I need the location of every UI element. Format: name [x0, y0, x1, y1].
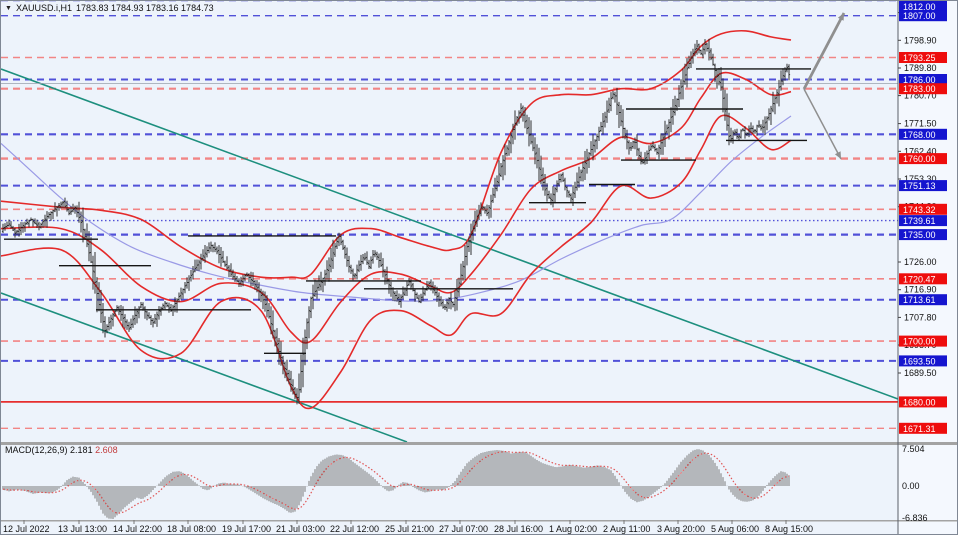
macd-signal-value: 2.608 [95, 445, 118, 455]
svg-text:1786.00: 1786.00 [903, 75, 936, 85]
svg-text:1735.00: 1735.00 [903, 230, 936, 240]
time-axis-separator [1, 520, 957, 522]
svg-text:1680.00: 1680.00 [903, 397, 936, 407]
svg-text:28 Jul 16:00: 28 Jul 16:00 [494, 524, 543, 534]
svg-text:25 Jul 21:00: 25 Jul 21:00 [385, 524, 434, 534]
projection-arrow-down-projection[interactable] [803, 88, 842, 160]
svg-text:1751.13: 1751.13 [903, 181, 936, 191]
macd-name: MACD(12,26,9) [5, 445, 68, 455]
svg-text:13 Jul 13:00: 13 Jul 13:00 [58, 524, 107, 534]
svg-text:22 Jul 12:00: 22 Jul 12:00 [330, 524, 379, 534]
svg-text:1768.00: 1768.00 [903, 130, 936, 140]
macd-scale-bottom: -6.836 [902, 513, 928, 523]
projection-arrow-up-projection[interactable] [802, 12, 846, 90]
macd-scale-top: 7.504 [902, 444, 925, 454]
svg-text:21 Jul 03:00: 21 Jul 03:00 [276, 524, 325, 534]
svg-text:1720.47: 1720.47 [903, 274, 936, 284]
svg-text:19 Jul 17:00: 19 Jul 17:00 [222, 524, 271, 534]
ohlc-values-label: 1783.83 1784.93 1783.16 1784.73 [75, 3, 214, 13]
svg-text:8 Aug 15:00: 8 Aug 15:00 [765, 524, 813, 534]
time-axis[interactable]: 12 Jul 2022 13 Jul 13:00 14 Jul 22:00 18 Ju… [3, 520, 813, 534]
macd-signal-line [2, 450, 790, 514]
svg-text:1700.00: 1700.00 [903, 337, 936, 347]
chart-title-bar: ▼ XAUUSD.i,H1 1783.83 1784.93 1783.16 17… [5, 3, 214, 13]
svg-text:1 Aug 02:00: 1 Aug 02:00 [549, 524, 597, 534]
svg-text:1739.61: 1739.61 [903, 216, 936, 226]
svg-text:3 Aug 20:00: 3 Aug 20:00 [657, 524, 705, 534]
symbol-period-label: XAUUSD.i,H1 [15, 3, 72, 13]
svg-text:12 Jul 2022: 12 Jul 2022 [3, 524, 50, 534]
svg-text:1760.00: 1760.00 [903, 154, 936, 164]
svg-text:1693.50: 1693.50 [903, 356, 936, 366]
svg-text:1716.90: 1716.90 [904, 285, 937, 295]
svg-text:1762.40: 1762.40 [904, 146, 937, 156]
svg-text:1713.61: 1713.61 [903, 295, 936, 305]
svg-text:27 Jul 07:00: 27 Jul 07:00 [439, 524, 488, 534]
svg-text:1783.00: 1783.00 [903, 84, 936, 94]
svg-text:5 Aug 06:00: 5 Aug 06:00 [711, 524, 759, 534]
macd-scale-zero: 0.00 [902, 481, 920, 491]
macd-histogram [2, 449, 790, 519]
macd-main-value: 2.181 [70, 445, 93, 455]
swing-level-segments[interactable] [4, 68, 811, 354]
macd-indicator-label: MACD(12,26,9) 2.181 2.608 [5, 445, 118, 455]
svg-text:1798.90: 1798.90 [904, 35, 937, 45]
svg-text:1812.00: 1812.00 [903, 2, 936, 12]
svg-text:1743.32: 1743.32 [903, 205, 936, 215]
svg-text:1807.00: 1807.00 [903, 11, 936, 21]
trendline-downtrend-lower[interactable] [1, 292, 408, 443]
svg-text:1793.25: 1793.25 [903, 53, 936, 63]
svg-text:1771.50: 1771.50 [904, 119, 937, 129]
svg-text:1689.50: 1689.50 [904, 368, 937, 378]
svg-text:2 Aug 11:00: 2 Aug 11:00 [603, 524, 650, 534]
trendline-downtrend-upper[interactable] [1, 68, 899, 400]
svg-text:1753.30: 1753.30 [904, 174, 937, 184]
svg-text:1726.00: 1726.00 [904, 257, 937, 267]
macd-panel-separator[interactable] [1, 442, 958, 445]
svg-text:14 Jul 22:00: 14 Jul 22:00 [113, 524, 162, 534]
svg-text:1780.70: 1780.70 [904, 91, 937, 101]
svg-text:1789.80: 1789.80 [904, 63, 937, 73]
slow-ma-line [1, 115, 792, 302]
svg-text:1707.80: 1707.80 [904, 312, 937, 322]
horizontal-levels [1, 1, 898, 429]
svg-text:1671.31: 1671.31 [903, 424, 936, 434]
bollinger-lower-band [1, 114, 792, 410]
symbol-dropdown-icon[interactable]: ▼ [5, 4, 12, 12]
svg-text:18 Jul 08:00: 18 Jul 08:00 [167, 524, 216, 534]
ohlc-bars [1, 38, 791, 405]
